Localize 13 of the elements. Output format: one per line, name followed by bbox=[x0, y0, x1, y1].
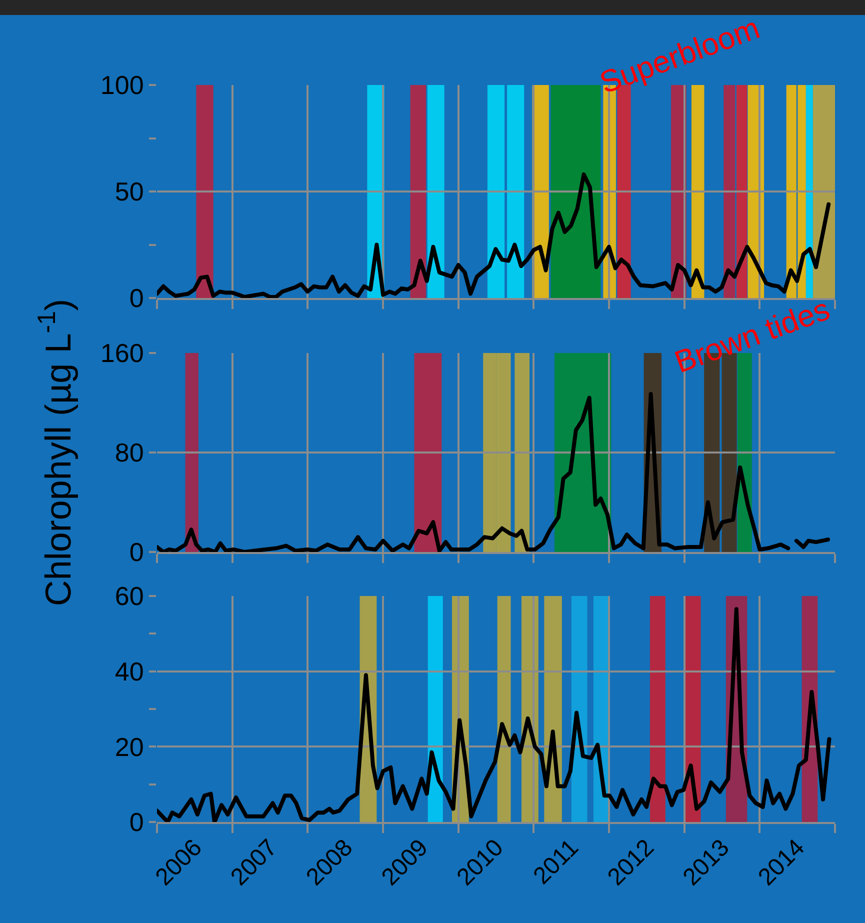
y-tick-label: 0 bbox=[129, 283, 144, 314]
y-tick-label: 160 bbox=[100, 338, 144, 368]
y-tick-label: 0 bbox=[129, 807, 144, 838]
line-series bbox=[157, 607, 832, 822]
line-series bbox=[157, 172, 831, 298]
y-tick-label: 50 bbox=[114, 176, 144, 207]
y-tick-label: 100 bbox=[100, 70, 144, 100]
y-tick-label: 60 bbox=[114, 581, 144, 612]
y-tick-label: 80 bbox=[114, 438, 144, 468]
y-tick-label: 40 bbox=[114, 656, 144, 686]
y-tick-label: 0 bbox=[129, 537, 144, 568]
y-tick-label: 20 bbox=[114, 732, 144, 762]
annotation: Brown tides bbox=[670, 291, 834, 380]
